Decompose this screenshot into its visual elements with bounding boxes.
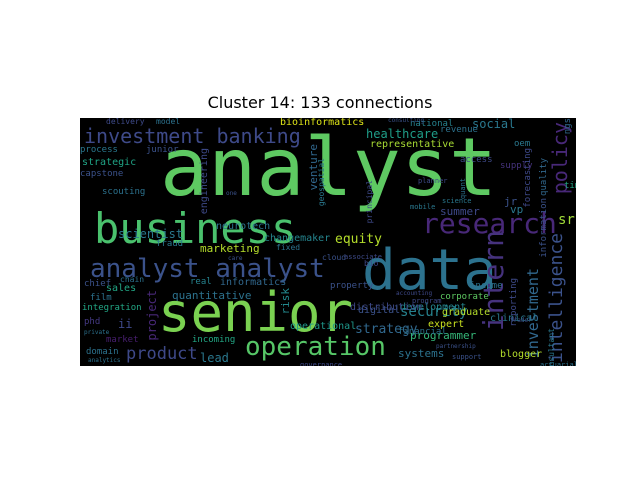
cloud-word: supply: [500, 161, 533, 171]
cloud-word: fixed: [276, 243, 301, 252]
cloud-word: risk: [279, 288, 292, 315]
cloud-word: ngs: [563, 118, 573, 135]
cloud-word: jr: [504, 195, 518, 208]
cloud-word: digital: [358, 305, 401, 316]
cloud-word: corporate: [440, 292, 489, 302]
cloud-word: associate: [344, 253, 382, 261]
cloud-word: development: [400, 302, 467, 313]
cloud-word: governance: [300, 361, 343, 367]
cloud-word: summer: [440, 205, 480, 218]
cloud-word: delivery: [106, 118, 145, 126]
cloud-word: programmer: [410, 329, 477, 342]
cloud-word: revenue: [440, 125, 478, 135]
cloud-word: data: [362, 238, 497, 303]
cloud-word: consulting: [388, 118, 425, 124]
cloud-word: actuarial: [540, 361, 576, 367]
cloud-word: bio: [364, 259, 379, 268]
cloud-word: research: [422, 207, 557, 240]
cloud-word: scouting: [102, 187, 146, 197]
cloud-word: operation: [245, 332, 386, 362]
cloud-word: systems: [398, 347, 445, 360]
cloud-word: social: [472, 118, 516, 131]
cloud-word: project: [145, 290, 159, 341]
cloud-word: marketing: [200, 242, 260, 255]
cloud-word: healthcare: [366, 127, 439, 141]
cloud-word: chief: [84, 279, 112, 289]
cloud-word: geospatial: [317, 158, 326, 207]
cloud-word: quantitative: [172, 289, 252, 302]
cloud-word: junior: [146, 145, 179, 155]
cloud-word: financial: [398, 327, 447, 337]
cloud-word: support: [452, 353, 482, 361]
cloud-word: fraud: [156, 239, 184, 249]
cloud-word: business: [94, 204, 297, 253]
cloud-word: care: [228, 255, 243, 262]
cloud-word: incoming: [192, 335, 236, 345]
cloud-word: bioinformatics: [280, 118, 365, 128]
cloud-word: access: [460, 155, 493, 165]
cloud-word: model: [156, 118, 181, 126]
cloud-word: integration: [82, 303, 142, 313]
cloud-word: sr: [558, 212, 575, 228]
cloud-word: sales: [106, 283, 137, 294]
cloud-word: one: [226, 190, 237, 197]
cloud-word: oem: [514, 139, 531, 149]
cloud-word: graduate: [442, 307, 491, 318]
cloud-word: investment banking: [84, 124, 301, 148]
cloud-word: strategy: [355, 322, 418, 337]
cloud-word: cloud: [322, 253, 347, 262]
cloud-word: principal: [365, 180, 374, 224]
cloud-word: analytics: [88, 357, 121, 364]
cloud-word: national: [410, 119, 454, 129]
chart-title: Cluster 14: 133 connections: [207, 93, 433, 112]
cloud-word: representative: [370, 139, 455, 150]
cloud-word: market: [106, 335, 139, 345]
cloud-word: information: [539, 198, 549, 258]
cloud-word: expert: [428, 319, 465, 330]
cloud-word: security: [400, 304, 468, 320]
cloud-word: blogger: [500, 349, 543, 360]
cloud-word: quality: [539, 158, 549, 196]
cloud-word: clinical: [490, 313, 539, 324]
cloud-word: operational: [290, 321, 357, 332]
cloud-word: real: [190, 277, 212, 287]
cloud-word: senior: [158, 281, 354, 344]
cloud-word: product: [126, 344, 198, 364]
cloud-word: distribution: [350, 302, 423, 313]
cloud-word: mobile: [410, 203, 436, 211]
cloud-word: film: [90, 293, 112, 303]
cloud-word: science: [442, 197, 472, 205]
cloud-word: capstone: [80, 169, 124, 179]
cloud-word: chain: [120, 275, 145, 284]
cloud-word: program: [412, 297, 442, 305]
cloud-word: analyst analyst: [90, 254, 325, 284]
cloud-word: domain: [86, 347, 119, 357]
cloud-word: quant: [459, 178, 467, 200]
cloud-word: ii: [118, 317, 133, 331]
cloud-word: informatics: [220, 277, 287, 288]
cloud-word: process: [80, 145, 118, 155]
cloud-word: planner: [418, 177, 448, 185]
cloud-word: vp: [510, 203, 524, 216]
cloud-word: lead: [200, 351, 229, 365]
cloud-word: property: [330, 281, 374, 291]
cloud-word: analyst: [160, 121, 498, 214]
cloud-word: forecasting: [523, 148, 533, 208]
cloud-word: neurotech: [216, 221, 271, 232]
cloud-word: engineering: [199, 148, 210, 215]
cloud-word: equity: [335, 232, 382, 247]
cloud-word: income: [470, 281, 503, 291]
cloud-word: time: [564, 181, 576, 191]
cloud-word: private: [84, 329, 110, 336]
cloud-word: trader: [510, 317, 532, 324]
cloud-word: strategic: [82, 157, 137, 168]
cloud-word: phd: [84, 317, 101, 327]
cloud-word: scientist: [118, 227, 184, 241]
cloud-word: changemaker: [264, 233, 331, 244]
word-cloud: analyst business data senior analyst analyst…: [80, 118, 576, 366]
cloud-word: partnership: [436, 343, 476, 350]
cloud-word: accounting: [396, 290, 433, 297]
